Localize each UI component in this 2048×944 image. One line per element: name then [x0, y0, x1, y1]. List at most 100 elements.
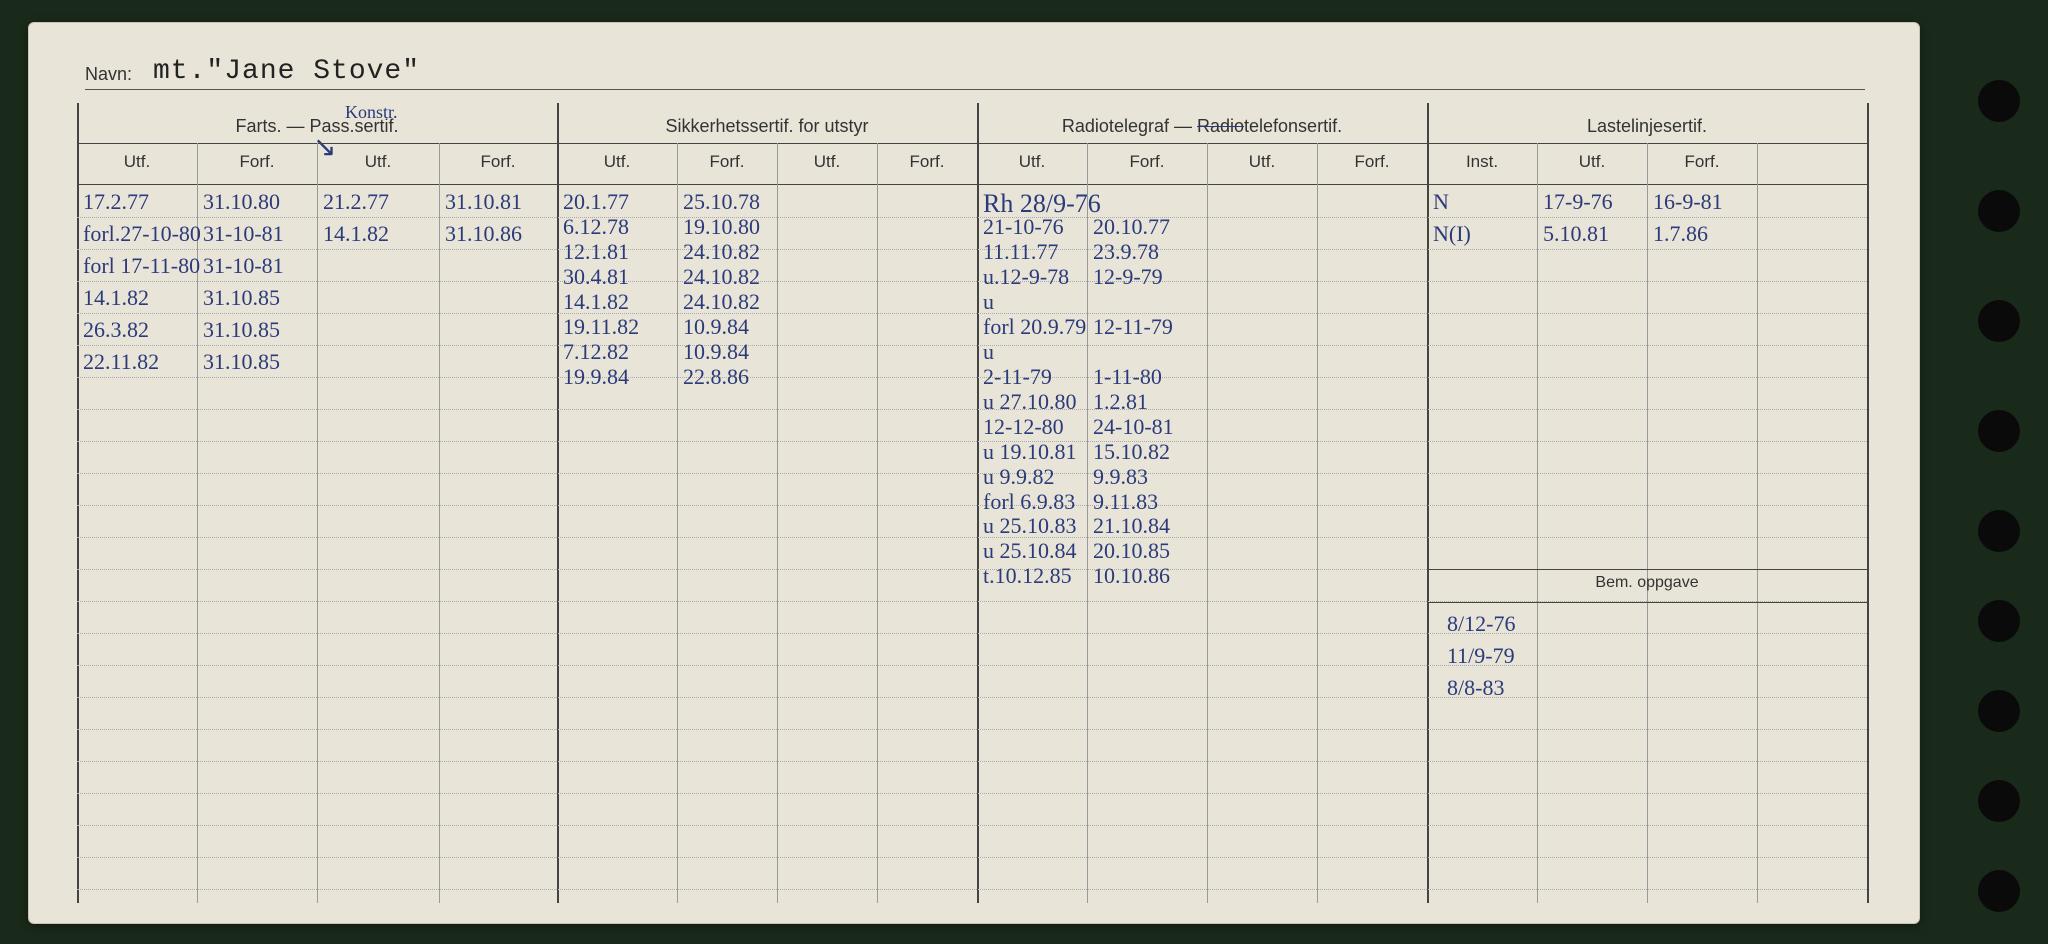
binder-hole: [1978, 870, 2020, 912]
col-header: Utf.: [1207, 152, 1317, 172]
handwritten-entry: 20.1.77: [563, 191, 629, 213]
section-farts: Farts. — Pass.sertif. Konstr. ↘: [77, 116, 557, 137]
dotted-row: [77, 217, 1867, 218]
dotted-row: [77, 313, 1867, 314]
dotted-row: [77, 793, 1867, 794]
handwritten-entry: u: [983, 291, 994, 313]
handwritten-entry: 1-11-80: [1093, 366, 1162, 388]
handwritten-entry: t.10.12.85: [983, 565, 1072, 587]
section-header-row: Farts. — Pass.sertif. Konstr. ↘ Sikkerhe…: [77, 103, 1867, 143]
handwritten-entry: 25.10.78: [683, 191, 760, 213]
grid-vline: [1867, 103, 1869, 903]
handwritten-entry: 9.9.83: [1093, 466, 1148, 488]
col-header: Utf.: [777, 152, 877, 172]
handwritten-entry: 12-12-80: [983, 416, 1064, 438]
handwritten-entry: 6.12.78: [563, 216, 629, 238]
bem-entry: 8/12-76: [1447, 613, 1515, 635]
handwritten-entry: 31.10.81: [445, 191, 522, 213]
col-header: Forf.: [1647, 152, 1757, 172]
binder-hole: [1978, 190, 2020, 232]
name-value: mt."Jane Stove": [153, 56, 420, 87]
bem-entry: 11/9-79: [1447, 645, 1515, 667]
handwritten-entry: 19.9.84: [563, 366, 629, 388]
handwritten-entry: 21.10.84: [1093, 515, 1170, 537]
column-header-row: Utf.Forf.Utf.Forf.Utf.Forf.Utf.Forf.Utf.…: [77, 143, 1867, 185]
handwritten-entry: 14.1.82: [323, 223, 389, 245]
handwritten-entry: 16-9-81: [1653, 191, 1723, 213]
handwritten-entry: 31.10.86: [445, 223, 522, 245]
handwritten-entry: u 27.10.80: [983, 391, 1077, 413]
radio-strike: Radio: [1197, 116, 1244, 136]
handwritten-entry: 9.11.83: [1093, 491, 1158, 513]
col-header: Utf.: [977, 152, 1087, 172]
handwritten-entry: 24.10.82: [683, 266, 760, 288]
binder-hole: [1978, 690, 2020, 732]
handwritten-entry: 19.11.82: [563, 316, 639, 338]
section-sikkerhet: Sikkerhetssertif. for utstyr: [557, 116, 977, 137]
handwritten-entry: 26.3.82: [83, 319, 149, 341]
handwritten-entry: 12.1.81: [563, 241, 629, 263]
dotted-row: [77, 825, 1867, 826]
handwritten-entry: 2-11-79: [983, 366, 1052, 388]
handwritten-entry: 31.10.85: [203, 351, 280, 373]
dotted-row: [77, 473, 1867, 474]
handwritten-entry: 15.10.82: [1093, 441, 1170, 463]
binder-hole: [1978, 780, 2020, 822]
col-header: Utf.: [557, 152, 677, 172]
binder-hole: [1978, 600, 2020, 642]
handwritten-entry: 14.1.82: [83, 287, 149, 309]
handwritten-entry: 17-9-76: [1543, 191, 1613, 213]
handwritten-entry: forl 20.9.79: [983, 316, 1086, 338]
col-header: Forf.: [197, 152, 317, 172]
handwritten-entry: 24.10.82: [683, 241, 760, 263]
handwritten-entry: 22.8.86: [683, 366, 749, 388]
handwritten-entry: 10.9.84: [683, 341, 749, 363]
handwritten-entry: u 25.10.84: [983, 540, 1077, 562]
dotted-row: [77, 249, 1867, 250]
handwritten-entry: 31.10.85: [203, 319, 280, 341]
bem-oppgave-header: Bem. oppgave: [1427, 569, 1867, 603]
handwritten-entry: N: [1433, 191, 1449, 213]
handwritten-entry: 5.10.81: [1543, 223, 1609, 245]
handwritten-entry: 20.10.77: [1093, 216, 1170, 238]
bem-entry: 8/8-83: [1447, 677, 1504, 699]
handwritten-entry: 31.10.85: [203, 287, 280, 309]
binder-hole: [1978, 80, 2020, 122]
dotted-row: [77, 761, 1867, 762]
col-header: Utf.: [77, 152, 197, 172]
dotted-row: [77, 729, 1867, 730]
certificate-grid: Farts. — Pass.sertif. Konstr. ↘ Sikkerhe…: [77, 103, 1867, 903]
handwritten-entry: 30.4.81: [563, 266, 629, 288]
handwritten-entry: 20.10.85: [1093, 540, 1170, 562]
col-header: Utf.: [317, 152, 439, 172]
index-card: Navn: mt."Jane Stove" Farts. — Pass.sert…: [28, 22, 1920, 924]
binder-hole: [1978, 410, 2020, 452]
dotted-row: [77, 633, 1867, 634]
dotted-row: [77, 665, 1867, 666]
handwritten-entry: 17.2.77: [83, 191, 149, 213]
handwritten-entry: 22.11.82: [83, 351, 159, 373]
handwritten-entry: u.12-9-78: [983, 266, 1069, 288]
col-header: Forf.: [1317, 152, 1427, 172]
binder-hole: [1978, 510, 2020, 552]
handwritten-entry: 21.2.77: [323, 191, 389, 213]
handwritten-entry: u: [983, 341, 994, 363]
name-label: Navn:: [85, 64, 132, 85]
col-header: Utf.: [1537, 152, 1647, 172]
dotted-row: [77, 697, 1867, 698]
dotted-row: [77, 281, 1867, 282]
handwritten-entry: 10.9.84: [683, 316, 749, 338]
col-header: Forf.: [677, 152, 777, 172]
handwritten-entry: forl.27-10-80: [83, 223, 201, 245]
name-line: Navn: mt."Jane Stove": [85, 53, 1865, 90]
dotted-row: [77, 857, 1867, 858]
dotted-row: [77, 441, 1867, 442]
binder-holes: [1948, 40, 2038, 900]
handwritten-entry: 31-10-81: [203, 255, 284, 277]
handwritten-entry: 1.7.86: [1653, 223, 1708, 245]
dotted-row: [77, 889, 1867, 890]
dotted-row: [77, 505, 1867, 506]
handwritten-entry: 1.2.81: [1093, 391, 1148, 413]
handwritten-entry: 10.10.86: [1093, 565, 1170, 587]
handwritten-entry: forl 6.9.83: [983, 491, 1075, 513]
